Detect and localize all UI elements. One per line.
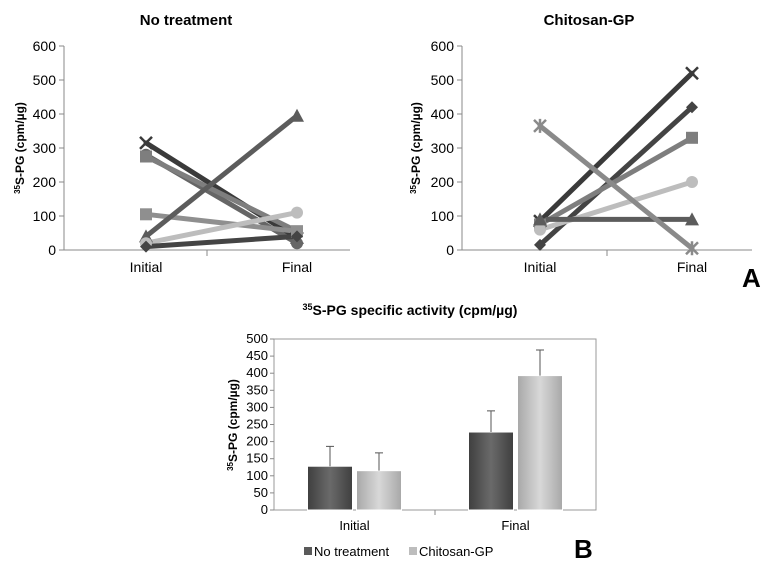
x-tick-label: Initial xyxy=(524,259,557,275)
y-tick-label: 300 xyxy=(246,399,268,414)
data-point-7-2 xyxy=(291,230,303,243)
data-point-4-1 xyxy=(140,208,152,221)
legend-label-no-treatment: No treatment xyxy=(314,544,390,559)
axes: 0 100 200 300 400 500 600 Initial Final xyxy=(431,38,752,275)
x-tick-label: Final xyxy=(501,518,529,533)
series-line-3 xyxy=(537,135,695,227)
data-point-2-2 xyxy=(291,237,303,250)
y-tick-label: 150 xyxy=(246,451,268,466)
x-tick-label: Initial xyxy=(130,259,163,275)
x-tick-label: Final xyxy=(282,259,312,275)
data-point-6-1 xyxy=(533,118,547,133)
legend-swatch-no-treatment xyxy=(304,547,312,555)
y-tick-label: 250 xyxy=(246,417,268,432)
y-tick-label: 0 xyxy=(446,242,454,258)
y-tick-label: 100 xyxy=(431,208,455,224)
legend-label-chitosan-gp: Chitosan-GP xyxy=(419,544,493,559)
chart-title: 35S-PG specific activity (cpm/µg) xyxy=(303,302,518,318)
bar-2-2 xyxy=(517,375,563,511)
chart-chitosan-gp: Chitosan-GP 35S-PG (cpm/µg) 0 100 200 300 40… xyxy=(409,12,752,275)
y-axis-label: 35S-PG (cpm/µg) xyxy=(409,102,423,194)
data-point-4-1 xyxy=(534,223,546,236)
y-tick-label: 500 xyxy=(431,72,455,88)
axes: 0 50 100 150 200 250 300 350 400 450 500 Initial Fin… xyxy=(246,331,597,533)
y-tick-label: 400 xyxy=(33,106,57,122)
plot-area xyxy=(139,108,304,253)
y-tick-label: 600 xyxy=(431,38,455,54)
axes: 0 100 200 300 400 500 600 Initial Final xyxy=(33,38,350,275)
series-line-7 xyxy=(143,233,300,250)
error-bar-2-2 xyxy=(536,349,544,376)
y-tick-label: 400 xyxy=(246,365,268,380)
error-bar-1-2 xyxy=(487,410,495,433)
series-line-1 xyxy=(143,140,300,241)
y-tick-label: 100 xyxy=(246,468,268,483)
data-point-2-2 xyxy=(686,101,698,114)
legend-swatch-chitosan-gp xyxy=(409,547,417,555)
series-line-6 xyxy=(143,210,300,246)
data-point-7-1 xyxy=(140,240,152,253)
data-point-5-1 xyxy=(533,212,547,226)
error-bar-1-1 xyxy=(326,445,334,467)
bar-2-1 xyxy=(356,470,402,511)
y-tick-label: 450 xyxy=(246,348,268,363)
y-tick-label: 50 xyxy=(254,485,268,500)
plot-area xyxy=(533,66,699,256)
chart-specific-activity: 35S-PG specific activity (cpm/µg) 35S-PG… xyxy=(226,302,597,559)
y-axis-label: 35S-PG (cpm/µg) xyxy=(13,102,27,194)
chart-title: No treatment xyxy=(140,12,233,29)
data-point-5-2 xyxy=(685,212,699,226)
y-tick-label: 200 xyxy=(33,174,57,190)
x-tick-label: Final xyxy=(677,259,707,275)
data-point-3-2 xyxy=(686,131,698,144)
y-tick-label: 600 xyxy=(33,38,57,54)
series-line-5 xyxy=(143,113,300,239)
bar-1-2 xyxy=(468,431,514,511)
data-point-6-2 xyxy=(685,241,699,256)
y-tick-label: 300 xyxy=(33,140,57,156)
data-point-2-1 xyxy=(534,238,546,251)
data-point-1-2 xyxy=(685,66,699,81)
y-tick-label: 300 xyxy=(431,140,455,156)
y-tick-label: 200 xyxy=(431,174,455,190)
data-point-1-1 xyxy=(139,136,153,150)
bar-1-1 xyxy=(307,465,353,511)
y-tick-label: 500 xyxy=(246,331,268,346)
legend: No treatment Chitosan-GP xyxy=(304,544,493,559)
panel-label-b: B xyxy=(574,534,593,562)
series-line-6 xyxy=(537,123,695,251)
y-tick-label: 400 xyxy=(431,106,455,122)
data-point-4-2 xyxy=(686,176,698,188)
x-tick-label: Initial xyxy=(339,518,369,533)
y-tick-label: 0 xyxy=(261,502,268,517)
panel-label-a: A xyxy=(742,263,761,293)
y-tick-label: 200 xyxy=(246,434,268,449)
error-bar-2-1 xyxy=(375,452,383,471)
y-tick-label: 100 xyxy=(33,208,57,224)
plot-area xyxy=(307,349,563,511)
y-tick-label: 500 xyxy=(33,72,57,88)
series-line-1 xyxy=(537,70,695,224)
data-point-5-2 xyxy=(290,108,304,122)
y-tick-label: 350 xyxy=(246,382,268,397)
chart-no-treatment: No treatment 35S-PG (cpm/µg) 0 100 200 300 4… xyxy=(13,12,350,275)
chart-title: Chitosan-GP xyxy=(544,12,635,29)
y-axis-label: 35S-PG (cpm/µg) xyxy=(226,379,240,471)
y-tick-label: 0 xyxy=(48,242,56,258)
data-point-6-2 xyxy=(291,206,303,219)
data-point-3-1 xyxy=(140,150,152,163)
